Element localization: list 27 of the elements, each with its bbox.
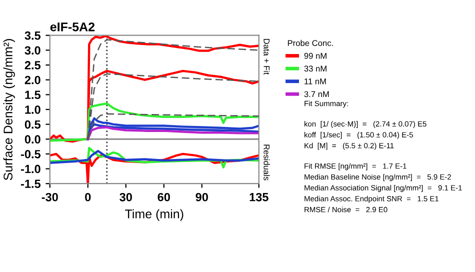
x-axis-title: Time (min) xyxy=(125,209,184,221)
y-tick-label: 0.5 xyxy=(24,120,41,129)
y-tick-label: -1.5 xyxy=(20,180,41,188)
x-tick-label: 30 xyxy=(120,192,132,202)
chart-title: eIF-5A2 xyxy=(50,22,95,32)
x-tick-label: 60 xyxy=(158,192,170,202)
legend-label: 11 nM xyxy=(304,78,326,84)
y-tick-label: -0.5 xyxy=(20,150,41,158)
y-tick-label: 2.5 xyxy=(24,61,41,70)
x-tick-label: 135 xyxy=(250,192,268,202)
y-tick-label: 2.0 xyxy=(24,76,40,84)
y-tick-label: 3.5 xyxy=(24,31,41,40)
y-tick-label: 0.0 xyxy=(24,135,40,144)
y-tick-label: -1.0 xyxy=(20,164,40,174)
x-tick-label: 0 xyxy=(85,192,91,202)
legend-label: 3.7 nM xyxy=(304,91,329,98)
y-tick-label: 3.0 xyxy=(24,46,40,55)
legend-label: 99 nM xyxy=(304,52,326,59)
legend-title: Probe Conc. xyxy=(288,40,333,46)
x-tick-label: 90 xyxy=(196,192,208,202)
y-axis-title: Surface Density (ng/mm²) xyxy=(3,39,15,180)
text: Data + Fit xyxy=(264,39,270,75)
text: Residuals xyxy=(264,144,270,180)
x-tick-label: -30 xyxy=(42,192,58,202)
legend-label: 33 nM xyxy=(304,66,326,72)
y-tick-label: 1.5 xyxy=(25,90,41,100)
y-tick-label: 1.0 xyxy=(25,106,40,114)
